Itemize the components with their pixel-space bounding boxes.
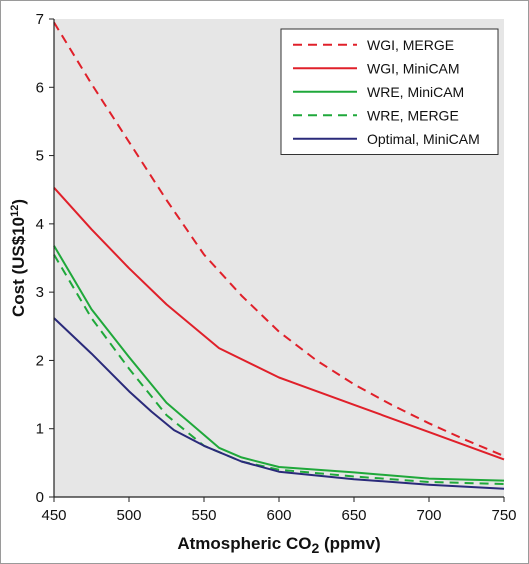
x-tick-label: 600 bbox=[266, 507, 291, 524]
x-tick-label: 650 bbox=[341, 507, 366, 524]
series-line-2 bbox=[53, 187, 505, 461]
series-line-3 bbox=[53, 245, 505, 482]
x-tick-label: 500 bbox=[116, 507, 141, 524]
y-tick-label: 4 bbox=[36, 216, 44, 233]
x-axis-title: Atmospheric CO2 (ppmv) bbox=[177, 534, 380, 556]
y-ticks: 0 1 2 3 4 5 6 7 bbox=[36, 11, 54, 506]
series-line-5 bbox=[53, 317, 505, 490]
y-tick-label: 0 bbox=[36, 489, 44, 506]
legend-label: Optimal, MiniCAM bbox=[367, 131, 480, 147]
y-axis-title-suffix: ) bbox=[9, 199, 28, 205]
legend-label: WRE, MiniCAM bbox=[367, 84, 464, 100]
legend-label: WRE, MERGE bbox=[367, 107, 459, 123]
y-tick-label: 6 bbox=[36, 79, 44, 96]
legend: WGI, MERGE WGI, MiniCAM WRE, MiniCAM WRE, M… bbox=[280, 28, 499, 155]
x-axis-title-subscript: 2 bbox=[311, 540, 319, 556]
x-axis-title-suffix: (ppmv) bbox=[319, 534, 380, 553]
series-line-1 bbox=[53, 21, 505, 457]
y-tick-label: 2 bbox=[36, 352, 44, 369]
x-tick-label: 750 bbox=[491, 507, 516, 524]
x-tick-label: 550 bbox=[191, 507, 216, 524]
x-ticks: 450 500 550 600 650 700 750 bbox=[41, 497, 517, 524]
y-tick-label: 3 bbox=[36, 284, 44, 301]
legend-label: WGI, MiniCAM bbox=[367, 60, 460, 76]
y-axis-title-superscript: 12 bbox=[9, 205, 21, 217]
series-layer bbox=[53, 21, 505, 490]
x-axis-title-main: Atmospheric CO bbox=[177, 534, 311, 553]
y-axis-title: Cost (US$1012) bbox=[9, 199, 28, 317]
y-tick-label: 1 bbox=[36, 421, 44, 438]
x-tick-label: 700 bbox=[416, 507, 441, 524]
x-tick-label: 450 bbox=[41, 507, 66, 524]
series-line-4 bbox=[53, 254, 505, 485]
y-tick-label: 5 bbox=[36, 148, 44, 165]
legend-label: WGI, MERGE bbox=[367, 37, 454, 53]
y-tick-label: 7 bbox=[36, 11, 44, 28]
y-axis-title-main: Cost (US$10 bbox=[9, 217, 28, 317]
